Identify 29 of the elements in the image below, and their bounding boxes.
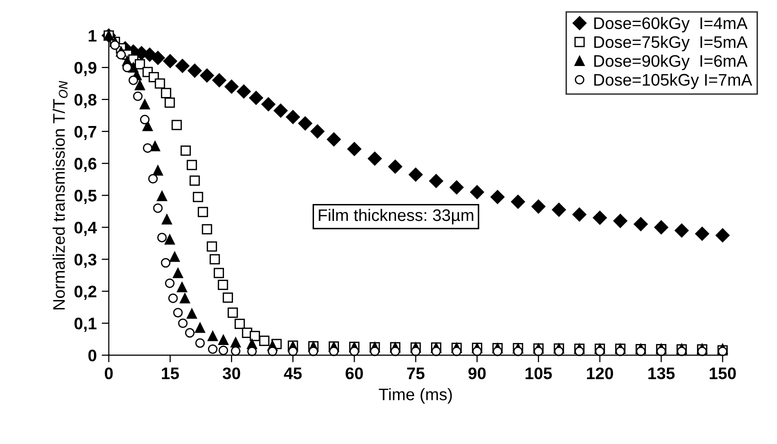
legend-label: Dose=75kGy I=5mA (594, 36, 748, 52)
x-tick-label: 150 (710, 367, 736, 380)
x-tick-label: 135 (648, 367, 675, 380)
y-tick-label: 0,1 (74, 318, 97, 332)
x-tick-label: 120 (586, 367, 614, 380)
y-tick-label: 0,9 (74, 62, 96, 76)
x-tick-label: 30 (222, 367, 240, 380)
y-tick-label: 0,4 (74, 222, 97, 236)
y-tick-label: 0,2 (74, 286, 96, 300)
x-axis-title: Time (ms) (378, 388, 452, 404)
legend-label: Dose=105kGy I=7mA (594, 73, 752, 90)
x-tick-label: 45 (284, 368, 302, 380)
y-tick-label: 0 (88, 350, 96, 362)
y-tick-label: 1 (88, 30, 97, 42)
y-tick-label: 0,3 (74, 254, 96, 268)
legend-label: Dose=60kGy I=4mA (594, 16, 748, 32)
x-tick-label: 60 (346, 367, 363, 380)
y-tick-label: 0,7 (74, 126, 96, 140)
y-axis-title: Normalized transmission T/T$_{ON}$ (52, 80, 68, 310)
legend-label: Dose=90kGy I=6mA (594, 54, 748, 70)
y-tick-label: 0,5 (74, 190, 97, 204)
y-tick-label: 0,6 (74, 158, 96, 172)
x-tick-label: 0 (104, 367, 113, 380)
y-tick-label: 0,8 (74, 94, 96, 108)
x-tick-label: 105 (526, 367, 552, 380)
annotation: Film thickness: 33µm (318, 208, 474, 224)
x-tick-label: 90 (468, 367, 486, 380)
x-tick-label: 75 (407, 368, 424, 380)
x-tick-label: 15 (162, 368, 179, 380)
